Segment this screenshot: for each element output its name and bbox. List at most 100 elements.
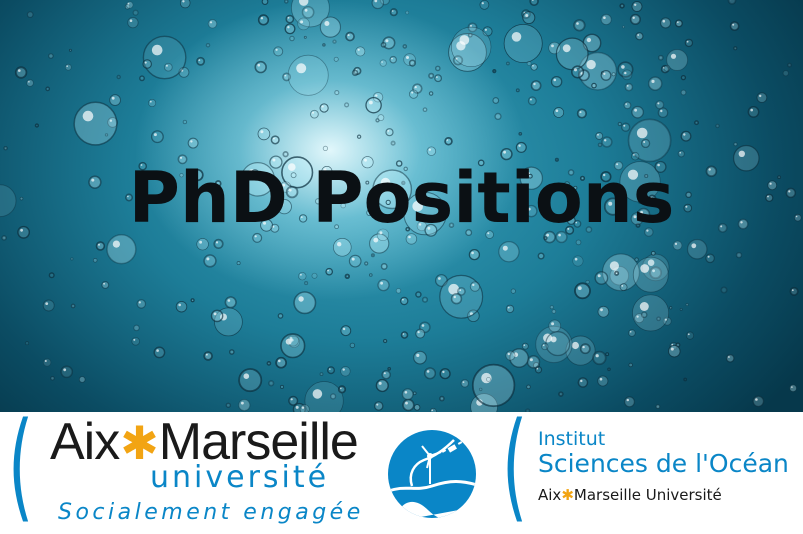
- bubble: [105, 134, 107, 136]
- bubble-highlight: [463, 381, 465, 383]
- bubble: [239, 369, 261, 391]
- bubble: [729, 0, 736, 4]
- bubble-highlight: [471, 252, 474, 255]
- bubble: [753, 396, 763, 406]
- bubble: [642, 312, 647, 317]
- bubble-highlight: [554, 79, 557, 82]
- bubble: [191, 299, 194, 302]
- bubble: [380, 60, 386, 66]
- bubble: [523, 12, 535, 24]
- bubble: [493, 70, 495, 72]
- bubble-highlight: [427, 370, 430, 373]
- bubble: [390, 57, 396, 63]
- bubble-highlight: [130, 19, 133, 22]
- bubble: [280, 385, 283, 388]
- bubble-highlight: [640, 264, 649, 273]
- bubble: [298, 18, 310, 30]
- bubble-highlight: [508, 307, 510, 309]
- bubble: [429, 92, 432, 95]
- bubble: [391, 142, 394, 145]
- bubble: [339, 386, 345, 392]
- bubble: [71, 258, 73, 260]
- bubble-highlight: [610, 261, 619, 270]
- institute-logo-line2: Sciences de l'Océan: [538, 450, 789, 478]
- bubble: [305, 282, 308, 285]
- bubble-highlight: [190, 140, 192, 142]
- bubble: [350, 343, 355, 348]
- bubble: [504, 24, 542, 62]
- bubble: [197, 58, 204, 65]
- bubble-highlight: [241, 402, 244, 405]
- bubble-highlight: [385, 39, 388, 42]
- bubble: [269, 381, 274, 386]
- bubble: [593, 352, 606, 365]
- bubble: [285, 24, 295, 34]
- bubble: [440, 369, 450, 379]
- bubble-highlight: [145, 62, 147, 64]
- bubble: [43, 300, 54, 311]
- bubble: [117, 76, 120, 79]
- bubble-highlight: [296, 63, 306, 73]
- bubble: [180, 0, 190, 8]
- bubble-highlight: [276, 49, 278, 51]
- bubble-highlight: [623, 125, 625, 127]
- bubble-highlight: [244, 373, 250, 379]
- amu-logo: ( Aix✱Marseille université Socialement e…: [0, 412, 380, 529]
- bubble: [403, 400, 414, 411]
- institute-logo: ( Institut Sciences de l'Océan Aix✱Marse…: [498, 412, 803, 529]
- bubble-highlight: [300, 20, 303, 23]
- bubble-highlight: [759, 95, 761, 97]
- bubble-highlight: [199, 241, 202, 244]
- bubble: [734, 143, 737, 146]
- bubble: [413, 392, 416, 395]
- amu-logo-universite: université: [150, 462, 329, 494]
- bubble: [737, 253, 742, 258]
- bubble-highlight: [261, 17, 263, 19]
- bubble: [97, 242, 105, 250]
- bubble: [506, 351, 515, 360]
- bubble: [552, 310, 556, 314]
- bubble: [126, 2, 133, 9]
- bubble: [366, 98, 381, 113]
- bubble-highlight: [418, 331, 420, 333]
- bubble-highlight: [728, 356, 730, 358]
- bubble-highlight: [524, 344, 526, 346]
- bubble: [285, 0, 288, 3]
- bubble-highlight: [287, 26, 289, 28]
- bubble: [440, 397, 444, 401]
- bubble: [608, 368, 610, 370]
- bubble-highlight: [391, 58, 393, 60]
- bubble: [230, 350, 234, 354]
- bubble: [341, 367, 351, 377]
- bubble: [578, 378, 587, 387]
- bubble-highlight: [154, 133, 157, 136]
- bubble-highlight: [258, 64, 261, 67]
- bubble: [416, 329, 425, 338]
- bubble-highlight: [634, 4, 636, 6]
- bubble-highlight: [556, 109, 559, 112]
- bubble: [365, 262, 368, 265]
- bubble: [65, 64, 71, 70]
- bubble-highlight: [375, 94, 377, 96]
- bubble: [425, 368, 436, 379]
- bubble: [36, 124, 39, 127]
- bubble: [757, 93, 767, 103]
- page-title: PhD Positions: [0, 158, 803, 238]
- bubble: [320, 373, 323, 376]
- bubble: [636, 33, 643, 40]
- bubble: [427, 147, 436, 156]
- bubble: [633, 257, 668, 292]
- bubble: [790, 288, 797, 295]
- bubble-highlight: [327, 270, 329, 272]
- bubble: [403, 45, 406, 48]
- bubble: [305, 382, 343, 413]
- bubble-highlight: [518, 145, 520, 147]
- bubble: [695, 121, 698, 124]
- bubble: [26, 342, 29, 345]
- bubble: [197, 238, 209, 250]
- bubble-highlight: [512, 32, 522, 42]
- bubble: [294, 292, 315, 313]
- bubble-highlight: [671, 54, 676, 59]
- bubble-highlight: [411, 92, 413, 94]
- bubble: [388, 368, 390, 370]
